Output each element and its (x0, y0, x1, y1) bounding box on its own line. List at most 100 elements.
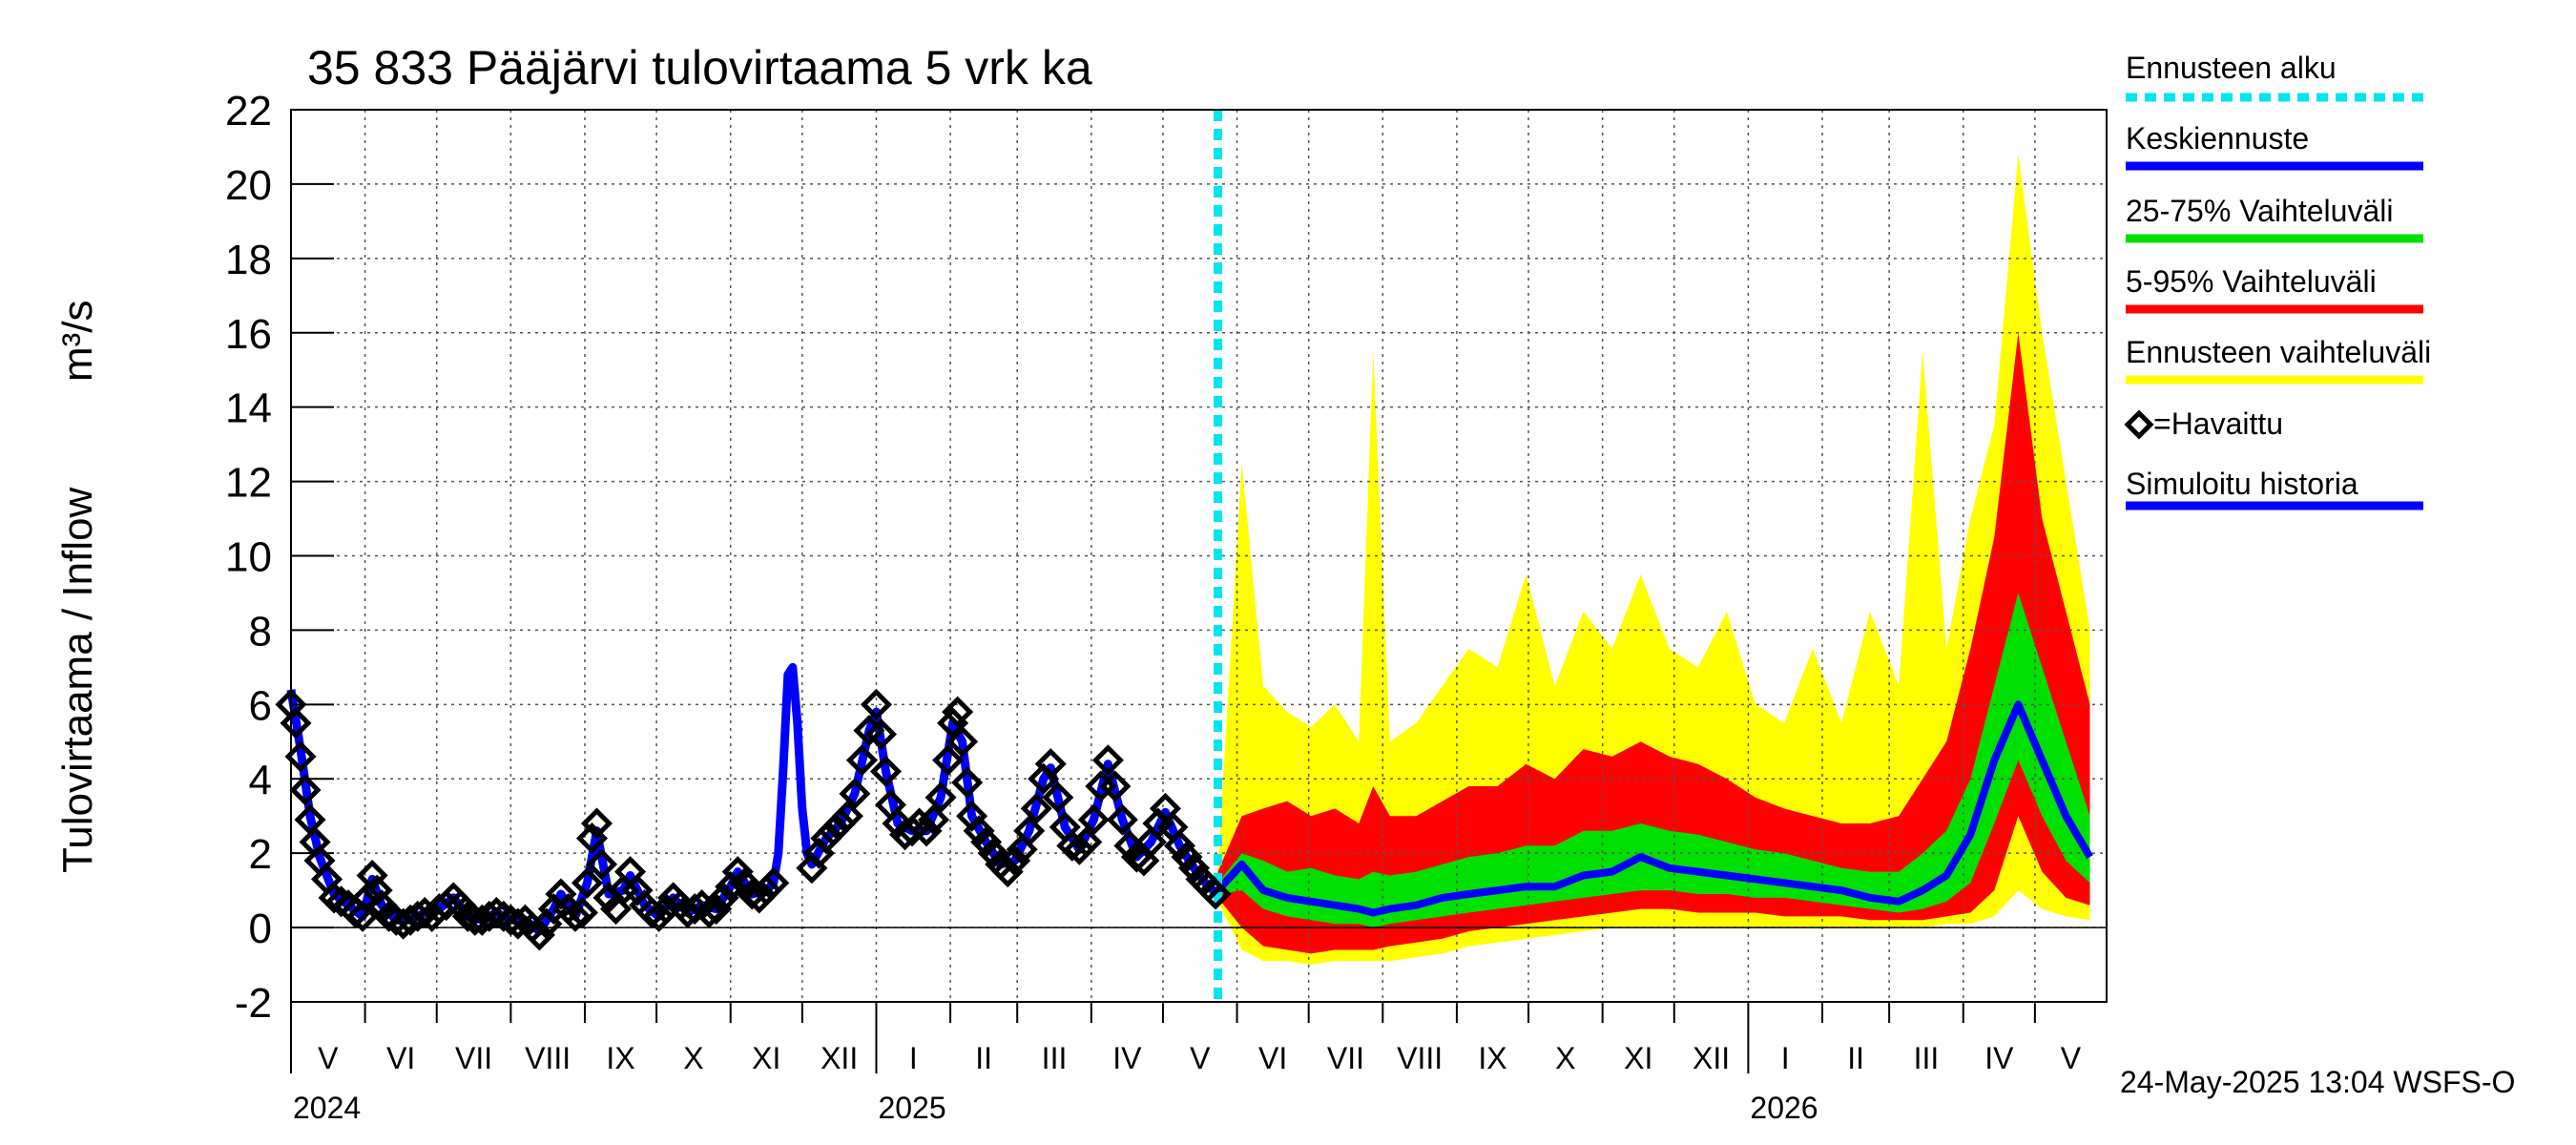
observed-point (365, 889, 398, 922)
month-label: IX (1478, 1041, 1506, 1075)
observed-point (831, 800, 863, 832)
observed-point (408, 896, 441, 929)
observed-point (817, 815, 849, 847)
observed-point (643, 900, 675, 932)
y-axis-label: Tulovirtaama / Inflow (54, 487, 101, 873)
observed-point (750, 874, 782, 906)
month-label: V (318, 1041, 339, 1075)
month-label: VII (455, 1041, 492, 1075)
observed-point (459, 904, 491, 936)
month-label: XII (821, 1041, 858, 1075)
legend-label: Simuloitu historia (2126, 467, 2358, 501)
observed-point (1177, 852, 1211, 885)
observed-point (839, 778, 871, 810)
observed-point (373, 900, 405, 932)
observed-point (1013, 815, 1046, 847)
observed-point (942, 696, 974, 728)
chart-title: 35 833 Pääjärvi tulovirtaama 5 vrk ka (307, 41, 1092, 94)
y-axis-unit: m³/s (54, 300, 101, 382)
observed-point (580, 807, 613, 840)
month-label: X (683, 1041, 703, 1075)
month-label: IV (1984, 1041, 2014, 1075)
observed-point (882, 807, 914, 840)
observed-point (559, 900, 592, 932)
legend-label: Keskiennuste (2126, 121, 2309, 156)
observed-point (932, 744, 965, 777)
timestamp: 24-May-2025 13:04 WSFS-O (2120, 1065, 2515, 1099)
observed-point (356, 860, 388, 892)
legend-label: Ennusteen vaihteluväli (2126, 335, 2431, 369)
observed-point (635, 896, 668, 929)
month-label: X (1555, 1041, 1575, 1075)
legend-item: 25-75% Vaihteluväli (2126, 194, 2423, 243)
month-label: IV (1112, 1041, 1142, 1075)
y-tick-label: 18 (225, 237, 272, 283)
observed-point (758, 866, 790, 899)
band-full-range (1217, 154, 2090, 965)
observed-point (946, 725, 979, 758)
observed-point (488, 900, 520, 932)
observed-point (284, 740, 317, 773)
month-label: II (975, 1041, 992, 1075)
y-tick-label: 8 (249, 608, 272, 655)
observed-point (693, 896, 725, 929)
legend-label: Ennusteen alku (2126, 51, 2337, 85)
observed-point (999, 844, 1031, 877)
legend-item: Ennusteen vaihteluväli (2126, 335, 2431, 385)
year-label: 2025 (878, 1091, 945, 1125)
observed-point (910, 815, 943, 847)
observed-point (918, 803, 950, 836)
observed-point (1034, 748, 1067, 781)
y-tick-label: 20 (225, 162, 272, 209)
observed-point (729, 866, 761, 899)
observed-point (810, 822, 842, 855)
observed-point (1163, 829, 1196, 862)
observed-point (280, 707, 312, 739)
y-tick-label: -2 (235, 980, 272, 1027)
y-tick-label: 10 (225, 534, 272, 581)
observed-point (650, 893, 682, 926)
month-label: III (1914, 1041, 1940, 1075)
month-label: III (1042, 1041, 1068, 1075)
observed-point (736, 878, 768, 910)
month-label: V (2061, 1041, 2082, 1075)
legend-label: =Havaittu (2153, 406, 2283, 441)
legend: Ennusteen alku Keskiennuste 25-75% Vaihtel… (2124, 51, 2431, 510)
observed-markers (275, 688, 1232, 951)
observed-point (951, 766, 984, 799)
x-axis: V VI VII VIII IX X XI XII I II III IV V VI VII VIII IX X X… (290, 1002, 2082, 1125)
month-label: VII (1327, 1041, 1364, 1075)
year-label: 2024 (293, 1091, 361, 1125)
y-tick-label: 4 (249, 757, 272, 803)
legend-item: Ennusteen alku (2126, 51, 2423, 102)
observed-point (1063, 833, 1095, 865)
observed-point (361, 874, 393, 906)
observed-marker-icon (2124, 409, 2154, 440)
legend-label: 5-95% Vaihteluväli (2126, 264, 2377, 299)
observed-point (566, 896, 599, 929)
legend-item: 5-95% Vaihteluväli (2126, 264, 2423, 314)
observed-point (869, 755, 903, 787)
y-tick-label: 2 (249, 831, 272, 878)
year-label: 2026 (1750, 1091, 1818, 1125)
month-label: VIII (525, 1041, 571, 1075)
observed-point (523, 919, 555, 951)
legend-item: =Havaittu (2124, 406, 2283, 441)
observed-point (860, 688, 893, 720)
observed-point (991, 856, 1024, 888)
observed-point (721, 856, 754, 888)
month-label: VIII (1397, 1041, 1443, 1075)
legend-item: Keskiennuste (2126, 121, 2423, 171)
month-label: XI (752, 1041, 780, 1075)
observed-point (845, 744, 878, 777)
observed-point (963, 815, 995, 847)
observed-point (1042, 781, 1074, 814)
y-tick-label: 16 (225, 311, 272, 358)
y-tick-label: 22 (225, 88, 272, 135)
observed-point (743, 882, 776, 914)
observed-point (970, 825, 1003, 859)
month-label: V (1190, 1041, 1211, 1075)
observed-point (585, 848, 618, 881)
